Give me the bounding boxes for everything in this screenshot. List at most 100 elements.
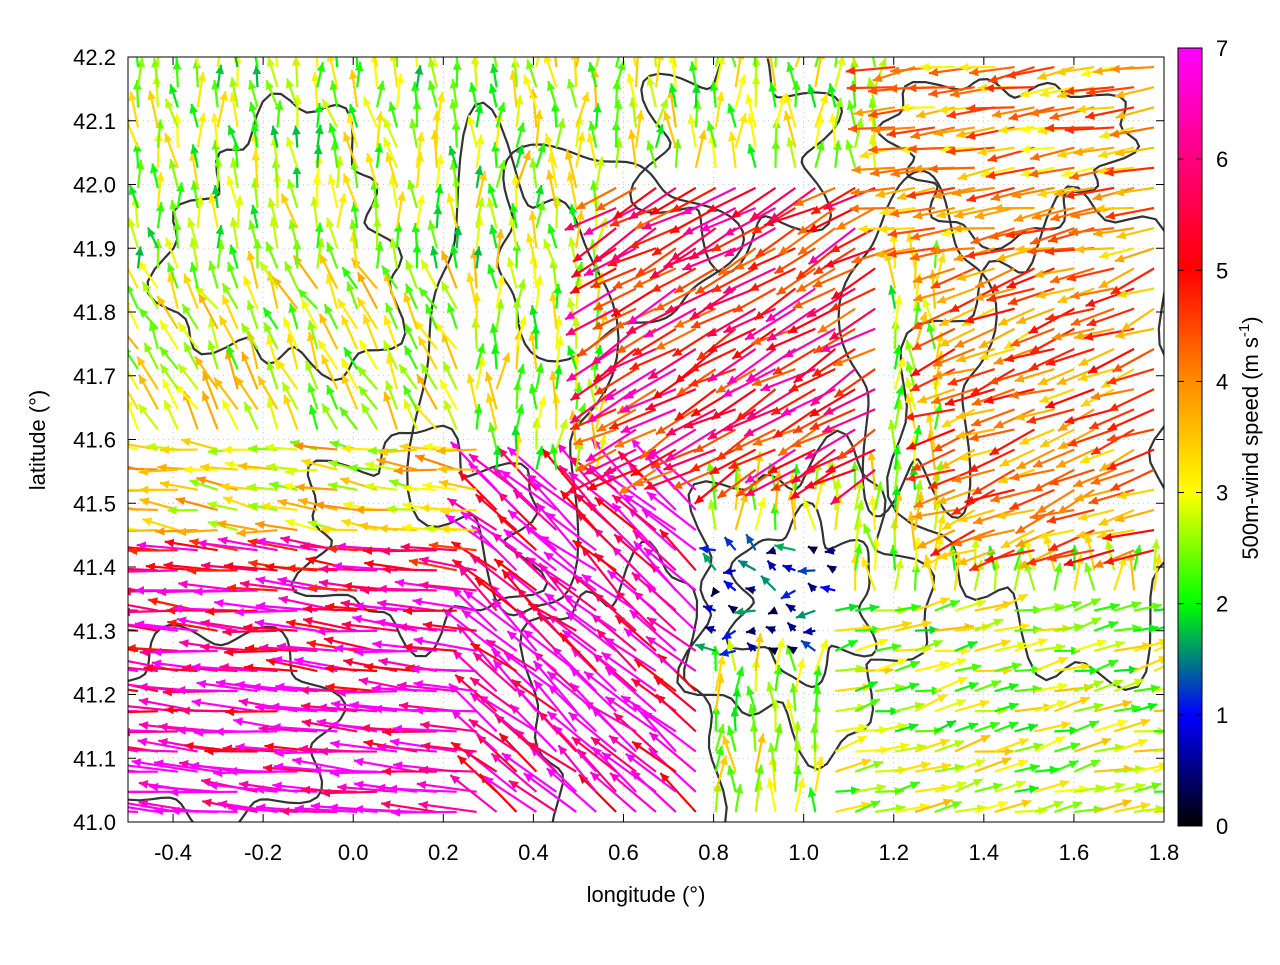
wind-arrow-head [302,719,312,728]
wind-arrow-head [119,702,128,711]
wind-arrow [820,585,835,593]
wind-arrow [105,522,138,531]
wind-arrow [975,706,1007,715]
wind-arrow-head [319,565,328,574]
wind-arrow-head [1047,515,1057,523]
wind-arrow [952,224,994,233]
wind-arrow-head [286,564,295,573]
wind-arrow-head [1053,801,1063,809]
wind-arrow-head [123,298,131,308]
wind-arrow-head [502,353,510,363]
wind-arrow [1039,530,1075,540]
wind-arrow-head [319,747,328,756]
wind-arrow-head [1072,801,1082,809]
wind-arrow [863,524,875,550]
wind-arrow-head [466,273,474,283]
wind-arrow-head [1115,254,1125,262]
wind-arrow [412,223,421,248]
wind-arrow [1015,806,1048,815]
wind-arrow-head [381,800,391,809]
wind-arrow [1037,490,1075,513]
wind-arrow-head [538,396,546,406]
wind-arrow-head [160,364,169,374]
wind-arrow [972,530,1014,542]
wind-arrow [959,450,995,462]
wind-arrow-head [116,620,125,629]
wind-arrow [497,353,511,390]
wind-arrow [1054,785,1088,794]
wind-arrow-head [342,267,351,277]
wind-arrow [202,391,218,429]
wind-arrow-head [179,639,189,648]
wind-arrow-head [114,464,123,473]
wind-arrow-head [328,174,337,184]
wind-arrow [277,360,298,389]
wind-arrow [118,527,158,536]
wind-arrow [1134,656,1168,671]
wind-arrow [1054,563,1063,590]
wind-arrow [163,688,218,697]
wind-arrow [405,346,417,369]
wind-arrow-head [265,443,274,452]
wind-arrow-head [247,251,255,261]
wind-arrow [568,237,577,268]
wind-arrow [459,472,497,510]
wind-arrow [766,546,776,554]
wind-arrow [266,242,278,269]
wind-arrow [434,322,456,349]
wind-arrow-head [74,736,84,745]
wind-arrow-head [348,464,357,473]
wind-arrow-shaft [170,811,237,812]
wind-arrow-head [105,522,115,531]
wind-arrow [417,195,426,229]
wind-arrow-head [1164,745,1173,754]
wind-arrow [1154,621,1177,630]
wind-arrow [768,606,778,614]
wind-arrow-head [381,547,390,556]
wind-arrow-head [119,657,129,666]
wind-arrow-head [93,799,103,808]
wind-arrow-head [801,640,811,649]
wind-arrow-layer [71,28,1193,817]
wind-arrow-head [1167,621,1177,629]
wind-arrow-head [722,735,730,745]
wind-arrow-head [361,724,370,733]
wind-arrow [1105,540,1114,570]
wind-arrow-head [359,677,369,686]
wind-arrow [403,293,417,329]
wind-arrow [894,295,903,329]
wind-arrow-head [420,504,429,513]
wind-arrow [397,191,406,228]
wind-arrow [833,349,875,366]
wind-arrow-head [233,717,243,726]
wind-arrow-head [973,516,983,524]
wind-arrow-head [933,640,943,648]
wind-arrow [139,485,177,494]
wind-arrow-head [689,379,699,387]
wind-arrow [783,565,796,573]
wind-arrow-head [568,237,577,247]
wind-arrow-head [937,253,945,263]
wind-arrow-head [798,567,807,576]
wind-arrow [994,409,1035,428]
wind-arrow [632,742,676,772]
wind-arrow [475,216,484,249]
wind-arrow [767,309,815,341]
wind-arrow [342,315,357,349]
wind-arrow-head [155,527,164,536]
wind-arrow-head [326,218,334,228]
wind-arrow [1058,490,1095,514]
terrain-contour [878,79,1139,250]
wind-arrow [975,619,1003,631]
wind-arrow-head [399,365,408,375]
wind-arrow-shaft [354,651,417,652]
wind-arrow-head [470,678,480,687]
wind-arrow-head [559,419,567,429]
wind-arrow-shaft [105,711,158,712]
wind-arrow-head [160,480,170,489]
wind-arrow-head [414,637,424,646]
wind-arrow-head [757,733,766,743]
wind-arrow-head [873,761,883,769]
wind-arrow [695,643,715,651]
wind-arrow-head [412,598,422,607]
